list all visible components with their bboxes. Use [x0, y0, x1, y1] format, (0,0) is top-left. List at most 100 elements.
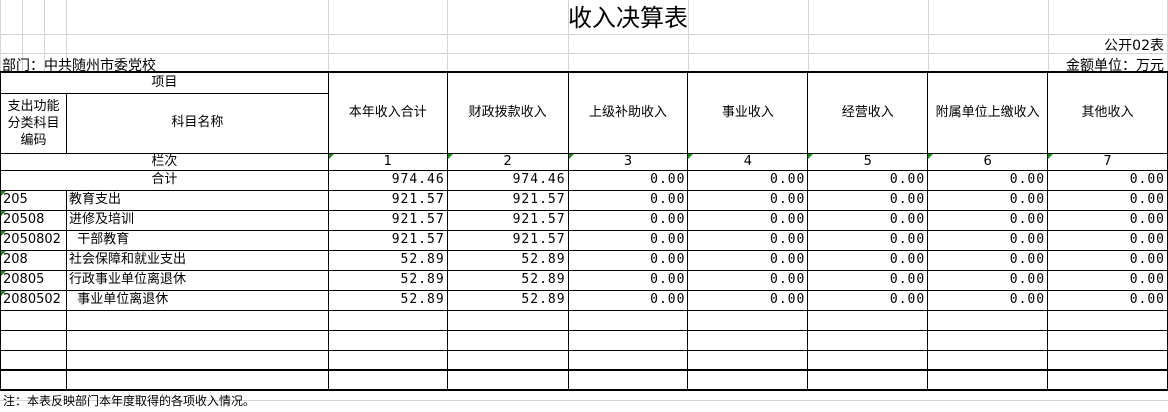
empty-cell — [327, 329, 448, 351]
header-col-1: 本年收入合计 — [327, 71, 448, 154]
empty-cell — [1047, 349, 1168, 371]
subject-code: 20508 — [0, 209, 67, 231]
header-name: 科目名称 — [65, 92, 329, 154]
cell-value: 0.00 — [927, 249, 1049, 271]
cell-value: 52.89 — [446, 269, 569, 291]
subject-code: 208 — [0, 249, 67, 271]
empty-cell — [1047, 329, 1168, 351]
cell-value: 52.89 — [327, 289, 448, 311]
empty-cell — [65, 309, 329, 331]
empty-cell — [327, 349, 448, 371]
column-number: 6 — [927, 152, 1049, 171]
empty-cell — [687, 309, 809, 331]
empty-cell — [807, 349, 929, 371]
cell-value: 921.57 — [446, 229, 569, 251]
department-label: 部门：中共随州市委党校 — [2, 58, 156, 74]
total-value: 974.46 — [446, 169, 569, 191]
empty-row — [0, 309, 1168, 331]
form-number: 公开02表 — [1104, 38, 1164, 54]
empty-cell — [327, 369, 448, 391]
cell-value: 0.00 — [807, 249, 929, 271]
empty-cell — [0, 349, 67, 371]
table-row: 208 社会保障和就业支出 52.89 52.89 0.00 0.00 0.00 0.00 0.… — [0, 249, 1168, 271]
subject-name: 行政事业单位离退休 — [65, 269, 329, 291]
page-title: 收入决算表 — [568, 4, 688, 32]
column-number: 3 — [567, 152, 689, 171]
cell-value: 0.00 — [567, 269, 689, 291]
cell-value: 0.00 — [927, 289, 1049, 311]
cell-value: 0.00 — [687, 249, 809, 271]
column-number: 2 — [446, 152, 569, 171]
total-value: 0.00 — [927, 169, 1049, 191]
empty-cell — [446, 329, 569, 351]
income-table: 项目 本年收入合计 财政拨款收入 上级补助收入 事业收入 经营收入 附属单位上缴… — [0, 71, 1168, 391]
subject-code: 2050802 — [0, 229, 67, 251]
cell-value: 0.00 — [1047, 229, 1168, 251]
subject-code: 20805 — [0, 269, 67, 291]
cell-value: 52.89 — [446, 249, 569, 271]
subject-name: 干部教育 — [65, 229, 329, 251]
header-item: 项目 — [0, 71, 329, 94]
empty-cell — [567, 349, 689, 371]
empty-cell — [0, 309, 67, 331]
table-row: 2050802 干部教育 921.57 921.57 0.00 0.00 0.00 0.00… — [0, 229, 1168, 251]
empty-cell — [927, 329, 1049, 351]
sheet-grid — [0, 0, 1168, 72]
empty-cell — [0, 329, 67, 351]
empty-cell — [1047, 309, 1168, 331]
subject-code: 2080502 — [0, 289, 67, 311]
total-value: 974.46 — [327, 169, 448, 191]
empty-cell — [446, 309, 569, 331]
subject-code: 205 — [0, 189, 67, 211]
empty-cell — [687, 369, 809, 391]
cell-value: 0.00 — [687, 189, 809, 211]
cell-value: 0.00 — [807, 229, 929, 251]
unit-label: 金额单位：万元 — [1066, 58, 1164, 74]
cell-value: 0.00 — [1047, 289, 1168, 311]
empty-cell — [807, 329, 929, 351]
empty-cell — [65, 369, 329, 391]
header-col-2: 财政拨款收入 — [446, 71, 569, 154]
table-row: 20805 行政事业单位离退休 52.89 52.89 0.00 0.00 0.00 0.00… — [0, 269, 1168, 291]
empty-cell — [327, 309, 448, 331]
cell-value: 0.00 — [927, 229, 1049, 251]
footnote: 注：本表反映部门本年度取得的各项收入情况。 — [3, 394, 256, 408]
empty-cell — [807, 369, 929, 391]
cell-value: 921.57 — [327, 189, 448, 211]
header-col-4: 事业收入 — [687, 71, 809, 154]
cell-value: 0.00 — [1047, 249, 1168, 271]
table-row: 205 教育支出 921.57 921.57 0.00 0.00 0.00 0.00 0.00 — [0, 189, 1168, 211]
empty-cell — [65, 349, 329, 371]
header-col-7: 其他收入 — [1047, 71, 1168, 154]
total-value: 0.00 — [567, 169, 689, 191]
table-row: 2080502 事业单位离退休 52.89 52.89 0.00 0.00 0.00 0.0… — [0, 289, 1168, 311]
cell-value: 0.00 — [567, 289, 689, 311]
column-number: 4 — [687, 152, 809, 171]
empty-cell — [446, 349, 569, 371]
column-number: 5 — [807, 152, 929, 171]
empty-cell — [927, 369, 1049, 391]
cell-value: 0.00 — [1047, 209, 1168, 231]
total-value: 0.00 — [807, 169, 929, 191]
header-code: 支出功能分类科目编码 — [0, 92, 67, 154]
header-col-5: 经营收入 — [807, 71, 929, 154]
empty-cell — [65, 329, 329, 351]
cell-value: 0.00 — [927, 189, 1049, 211]
total-label: 合计 — [0, 169, 329, 191]
empty-cell — [567, 369, 689, 391]
header-col-3: 上级补助收入 — [567, 71, 689, 154]
cell-value: 0.00 — [807, 269, 929, 291]
empty-row — [0, 369, 1168, 391]
cell-value: 0.00 — [687, 269, 809, 291]
cell-value: 0.00 — [1047, 269, 1168, 291]
empty-cell — [0, 369, 67, 391]
cell-value: 52.89 — [327, 249, 448, 271]
row-label: 栏次 — [0, 152, 329, 171]
subject-name: 教育支出 — [65, 189, 329, 211]
cell-value: 921.57 — [327, 209, 448, 231]
empty-cell — [687, 329, 809, 351]
column-number: 1 — [327, 152, 448, 171]
empty-cell — [567, 329, 689, 351]
cell-value: 0.00 — [807, 289, 929, 311]
empty-cell — [927, 349, 1049, 371]
